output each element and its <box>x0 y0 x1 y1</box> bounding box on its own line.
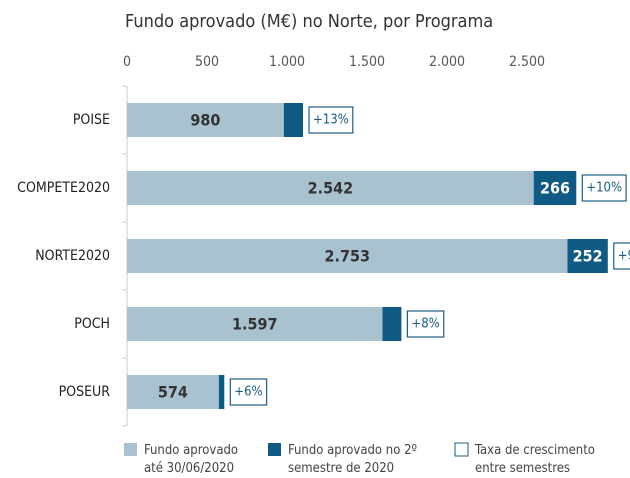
bar-segment <box>127 375 219 409</box>
category-label: POSEUR <box>59 384 111 400</box>
category-label: COMPETE2020 <box>17 180 110 196</box>
legend-swatch <box>454 442 469 457</box>
bar-segment <box>382 307 402 341</box>
legend-swatch <box>124 443 137 456</box>
category-label: NORTE2020 <box>35 248 110 264</box>
data-label: 980 <box>190 111 220 130</box>
x-tick-label: 1.000 <box>269 54 305 70</box>
bar-segment <box>127 171 534 205</box>
x-tick-label: 2.000 <box>429 54 465 70</box>
chart-title: Fundo aprovado (M€) no Norte, por Progra… <box>125 11 493 32</box>
x-tick-label: 500 <box>195 54 219 70</box>
data-label: 2.753 <box>324 247 370 266</box>
bar-segment <box>283 103 303 137</box>
legend-label: Fundo aprovado no 2º semestre de 2020 <box>288 443 417 476</box>
category-label: POISE <box>73 112 110 128</box>
growth-box <box>581 174 627 202</box>
bar-segment <box>218 375 225 409</box>
growth-box <box>406 310 445 338</box>
x-tick-label: 0 <box>123 54 131 70</box>
growth-label: +8% <box>411 317 439 332</box>
growth-label: +10% <box>586 181 622 196</box>
growth-box <box>308 106 354 134</box>
data-label: 1.597 <box>232 315 278 334</box>
growth-box <box>229 378 268 406</box>
bar-segment <box>127 239 568 273</box>
category-label: POCH <box>74 316 110 332</box>
growth-label: +13% <box>313 113 349 128</box>
bar-segment <box>127 103 284 137</box>
data-label: 574 <box>158 383 188 402</box>
growth-label: +6% <box>234 385 262 400</box>
legend-label: Taxa de crescimento entre semestres <box>474 443 595 476</box>
bar-segment <box>567 239 608 273</box>
data-label: 2.542 <box>308 179 354 198</box>
legend-label: Fundo aprovado até 30/06/2020 <box>144 443 238 476</box>
growth-label: +9% <box>618 249 630 264</box>
growth-box <box>613 242 630 270</box>
x-tick-label: 2.500 <box>509 54 545 70</box>
data-label: 266 <box>540 179 570 198</box>
legend-swatch <box>268 443 281 456</box>
x-tick-label: 1.500 <box>349 54 385 70</box>
bar-segment <box>127 307 383 341</box>
data-label: 252 <box>573 247 603 266</box>
bar-segment <box>533 171 577 205</box>
